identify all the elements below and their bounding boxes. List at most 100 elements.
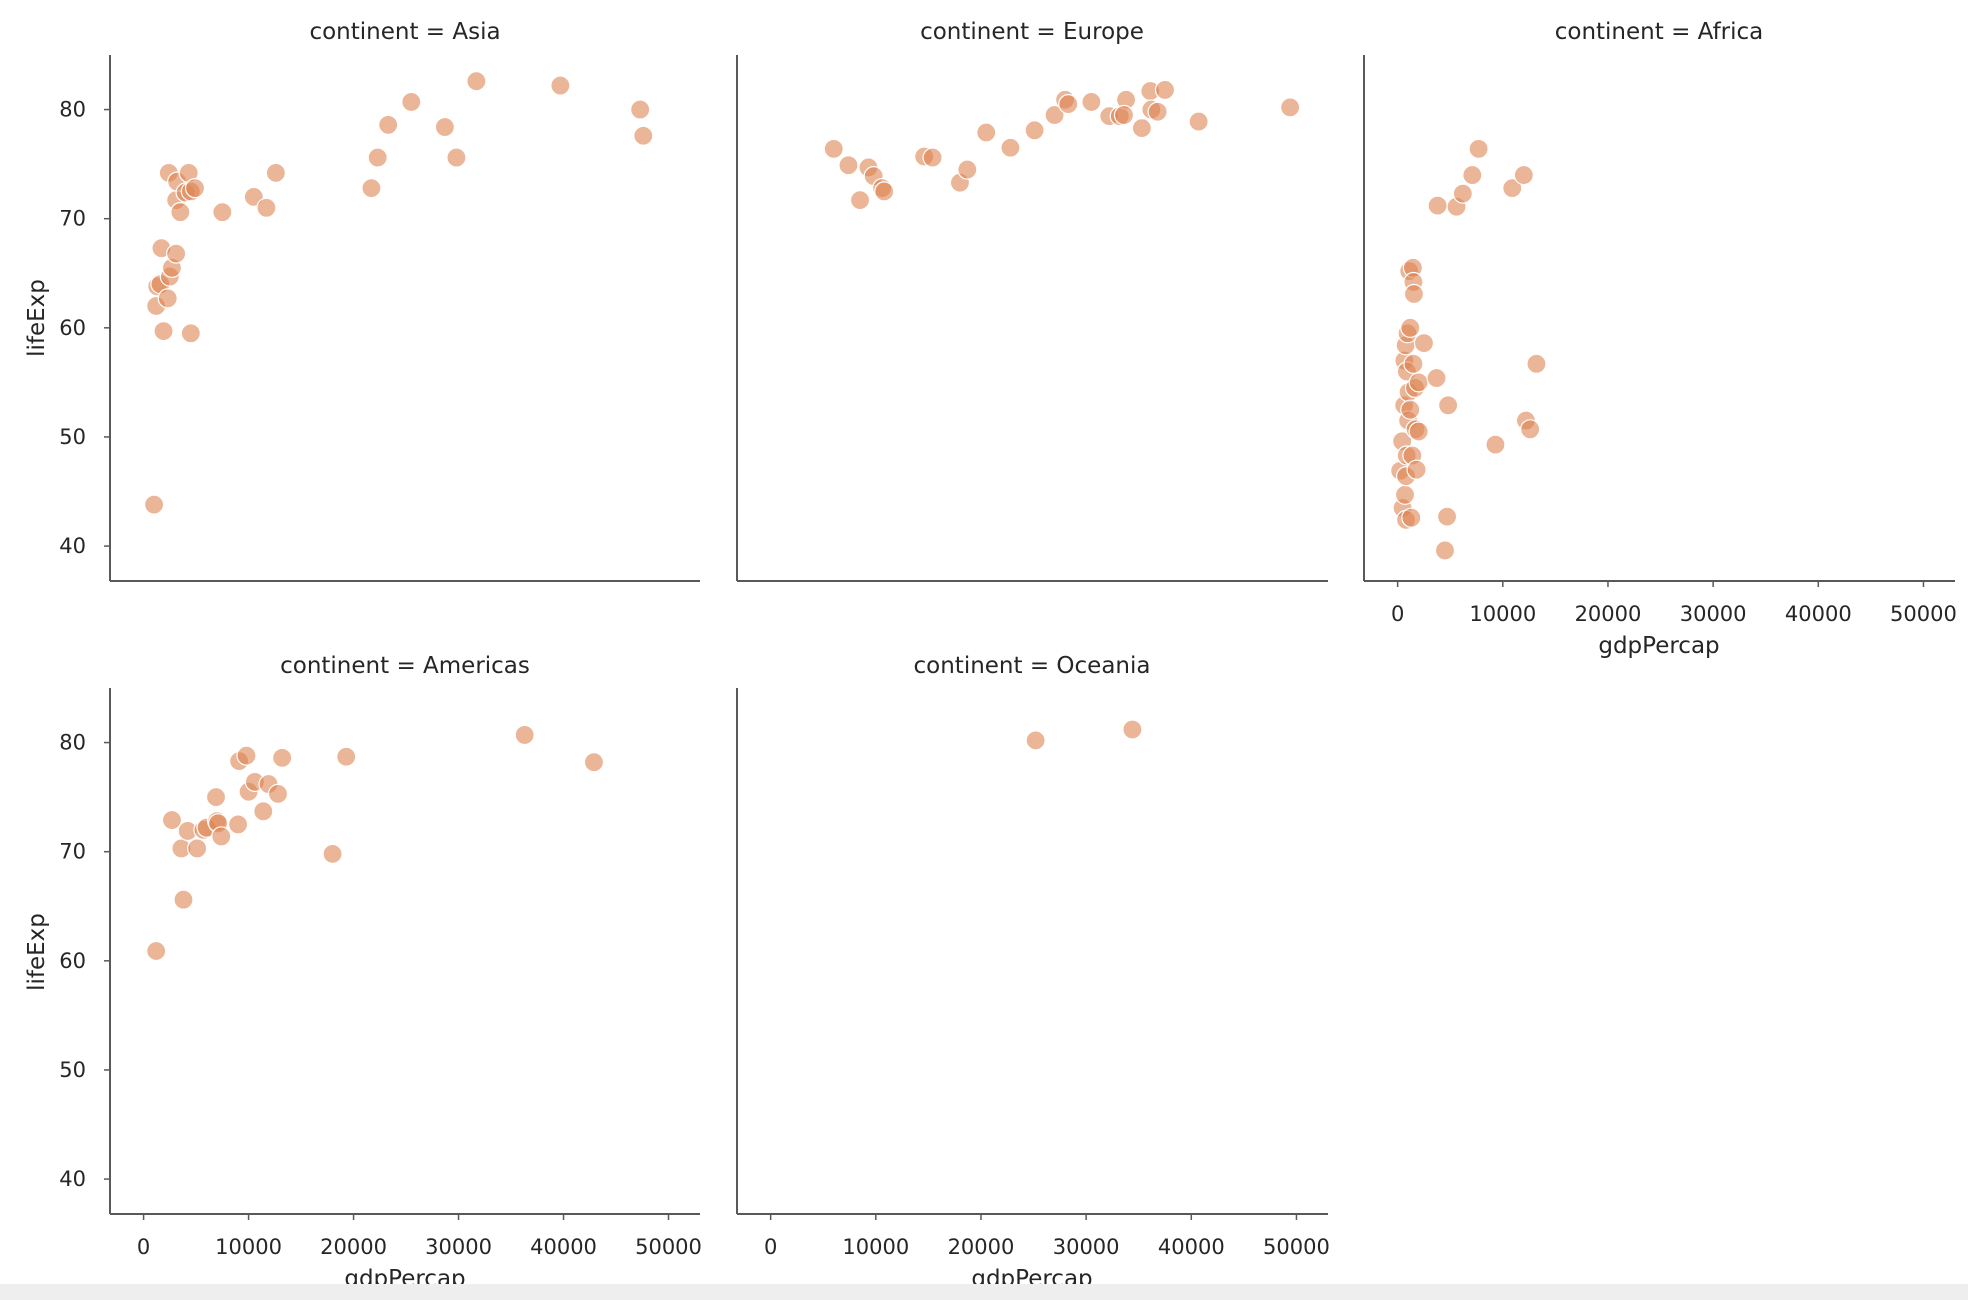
scatter-point	[153, 320, 174, 342]
scatter-point	[630, 99, 651, 120]
scatter-point	[1462, 164, 1483, 186]
scatter-point	[1394, 484, 1416, 505]
x-axis-ticks: 0 10000 20000 30000 40000 50000	[1391, 581, 1957, 626]
scatter-point	[146, 940, 167, 962]
scatter-point	[1081, 91, 1102, 113]
panel-oceania: continent = Oceania 0 10000 20000 30000 4000…	[736, 653, 1330, 1292]
scatter-point	[401, 91, 422, 113]
window-bottom-edge	[0, 1284, 1968, 1300]
scatter-point	[1513, 164, 1534, 186]
scatter-point	[1188, 111, 1209, 132]
scatter-point	[849, 190, 871, 211]
y-tick-label: 50	[59, 1058, 86, 1082]
y-axis-label: lifeExp	[24, 913, 50, 991]
scatter-point	[187, 838, 208, 859]
x-tick-label: 10000	[215, 1235, 282, 1259]
scatter-point	[1426, 367, 1447, 389]
scatter-point	[434, 116, 455, 138]
scatter-point	[1427, 195, 1448, 216]
scatter-point	[1526, 353, 1547, 374]
scatter-point	[367, 147, 388, 168]
scatter-point	[1408, 421, 1429, 442]
panel-asia: continent = Asia 40 50 60 70 80 lifeExp	[24, 19, 700, 582]
scatter-point	[143, 494, 165, 515]
scatter-point	[1400, 399, 1421, 420]
y-axis-ticks: 40 50 60 70 80	[59, 98, 110, 558]
scatter-points	[823, 79, 1301, 211]
scatter-point	[922, 147, 943, 168]
scatter-point	[514, 724, 535, 746]
scatter-point	[322, 843, 343, 864]
y-tick-label: 80	[59, 98, 86, 122]
scatter-point	[633, 125, 654, 146]
x-tick-label: 0	[137, 1235, 150, 1259]
scatter-point	[466, 71, 487, 92]
panel-title: continent = Asia	[309, 19, 500, 45]
x-tick-label: 20000	[320, 1235, 387, 1259]
scatter-point	[583, 752, 605, 773]
scatter-point	[1406, 459, 1427, 480]
panel-europe: continent = Europe	[736, 19, 1328, 582]
y-tick-label: 70	[59, 840, 86, 864]
scatter-point	[267, 783, 289, 804]
x-tick-label: 40000	[1785, 602, 1852, 626]
scatter-point	[874, 181, 895, 202]
scatter-point	[1413, 332, 1435, 354]
x-tick-label: 30000	[1053, 1235, 1120, 1259]
scatter-point	[211, 826, 232, 847]
scatter-point	[157, 288, 178, 309]
x-tick-label: 10000	[842, 1235, 909, 1259]
scatter-point	[184, 178, 206, 199]
y-tick-label: 60	[59, 949, 86, 973]
x-tick-label: 20000	[1575, 602, 1642, 626]
scatter-point	[1122, 719, 1143, 740]
x-tick-label: 40000	[530, 1235, 597, 1259]
x-tick-label: 30000	[425, 1235, 492, 1259]
scatter-point	[1452, 183, 1473, 204]
y-tick-label: 60	[59, 316, 86, 340]
scatter-point	[823, 138, 844, 159]
x-tick-label: 50000	[635, 1235, 702, 1259]
y-tick-label: 80	[59, 731, 86, 755]
y-tick-label: 40	[59, 1167, 86, 1191]
panel-americas: continent = Americas 40 50 60 70 80 0 10000 20…	[24, 653, 702, 1292]
scatter-point	[272, 747, 293, 768]
scatter-point	[1280, 97, 1301, 118]
scatter-point	[227, 814, 249, 835]
scatter-point	[205, 787, 227, 808]
scatter-point	[1403, 283, 1425, 305]
scatter-point	[1044, 104, 1065, 126]
scatter-point	[256, 197, 277, 218]
panel-title: continent = Europe	[920, 19, 1144, 45]
scatter-point	[1147, 101, 1168, 122]
scatter-point	[838, 155, 859, 176]
x-axis-ticks: 0 10000 20000 30000 40000 50000	[764, 1214, 1330, 1259]
x-tick-label: 0	[764, 1235, 777, 1259]
x-tick-label: 50000	[1263, 1235, 1330, 1259]
scatter-point	[1502, 178, 1523, 199]
scatter-point	[173, 889, 194, 910]
panel-africa: continent = Africa 0 10000 20000 30000 40000…	[1363, 19, 1957, 659]
scatter-point	[976, 122, 997, 143]
x-tick-label: 30000	[1680, 602, 1747, 626]
panel-title: continent = Americas	[280, 653, 530, 679]
scatter-point	[236, 745, 257, 766]
x-tick-label: 10000	[1469, 602, 1536, 626]
scatter-points	[1025, 719, 1143, 751]
scatter-point	[1024, 120, 1045, 141]
x-tick-label: 40000	[1158, 1235, 1225, 1259]
scatter-point	[336, 746, 357, 767]
scatter-point	[161, 809, 183, 831]
scatter-points	[146, 724, 605, 962]
scatter-point	[957, 159, 978, 180]
scatter-points	[143, 71, 654, 515]
panel-title: continent = Africa	[1555, 19, 1764, 45]
x-tick-label: 50000	[1890, 602, 1957, 626]
scatter-point	[1113, 104, 1135, 126]
scatter-point	[1434, 540, 1456, 561]
scatter-point	[1436, 506, 1458, 527]
y-tick-label: 70	[59, 207, 86, 231]
scatter-point	[1403, 353, 1424, 374]
panel-title: continent = Oceania	[914, 653, 1151, 679]
